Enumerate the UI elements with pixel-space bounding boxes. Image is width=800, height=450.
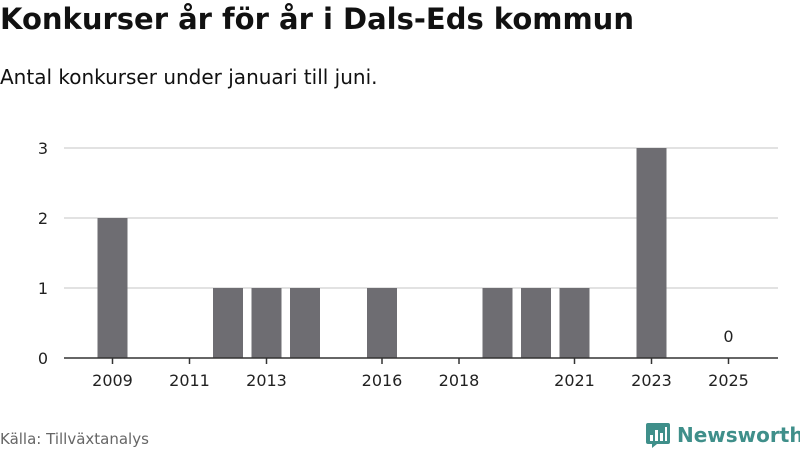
bar: [636, 148, 667, 358]
chart-title: Konkurser år för år i Dals-Eds kommun: [0, 2, 634, 36]
y-tick-label: 1: [38, 279, 48, 298]
bar-chart: 0 1 2 3 2009 2011 2013 2016 2018 2021 2023 2025 0: [38, 139, 778, 390]
bar: [213, 288, 243, 358]
chart-subtitle: Antal konkurser under januari till juni.: [0, 65, 378, 89]
x-tick-label: 2021: [554, 371, 595, 390]
x-tick-label: 2018: [439, 371, 480, 390]
x-tick-label: 2016: [362, 371, 403, 390]
x-tick-label: 2025: [708, 371, 749, 390]
x-tick-label: 2013: [246, 371, 287, 390]
bar: [521, 288, 551, 358]
y-tick-label: 2: [38, 209, 48, 228]
x-tick-label: 2023: [631, 371, 672, 390]
newsworthy-logo-icon: [646, 423, 670, 448]
brand-name: Newsworthy: [677, 423, 800, 447]
x-tick-label: 2009: [92, 371, 133, 390]
bar: [367, 288, 397, 358]
y-tick-label: 0: [38, 349, 48, 368]
bar: [482, 288, 513, 358]
brand-logo: Newsworthy: [645, 420, 800, 450]
bar: [290, 288, 320, 358]
y-tick-label: 3: [38, 139, 48, 158]
bar: [251, 288, 282, 358]
x-tick-label: 2011: [169, 371, 210, 390]
bar: [97, 218, 128, 358]
bar: [559, 288, 590, 358]
data-label: 0: [723, 327, 733, 346]
source-note: Källa: Tillväxtanalys: [0, 430, 149, 448]
